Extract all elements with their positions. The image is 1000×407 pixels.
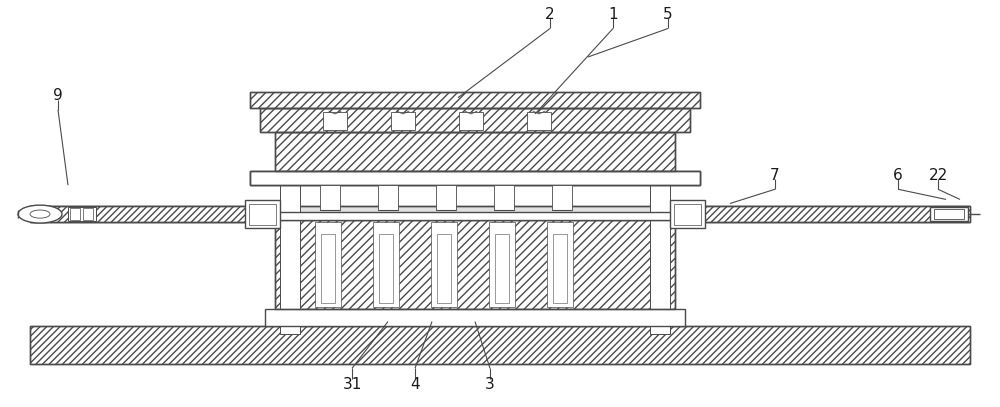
Bar xyxy=(265,309,685,326)
Bar xyxy=(378,185,398,210)
Bar xyxy=(930,207,968,221)
Bar xyxy=(547,222,573,307)
Bar xyxy=(250,171,700,185)
Text: 22: 22 xyxy=(928,168,948,182)
Bar xyxy=(260,108,690,132)
Bar xyxy=(431,222,457,307)
Bar xyxy=(320,185,340,210)
Bar xyxy=(670,200,705,228)
Text: 5: 5 xyxy=(663,7,673,22)
Text: 3: 3 xyxy=(485,377,495,392)
Bar xyxy=(391,112,415,130)
Bar xyxy=(83,208,93,220)
Bar xyxy=(494,185,514,210)
Bar xyxy=(280,122,300,334)
Bar xyxy=(934,209,964,219)
Bar xyxy=(68,207,96,221)
Bar xyxy=(30,326,970,364)
Bar xyxy=(70,208,80,220)
Bar xyxy=(275,220,675,309)
Text: 1: 1 xyxy=(608,7,618,22)
Bar xyxy=(30,326,970,364)
Bar xyxy=(680,206,970,222)
Bar xyxy=(553,234,567,303)
Bar xyxy=(260,212,690,220)
Bar xyxy=(489,222,515,307)
Text: 9: 9 xyxy=(53,88,63,103)
Bar xyxy=(527,112,551,130)
Bar xyxy=(275,132,675,171)
Bar xyxy=(321,234,335,303)
Circle shape xyxy=(18,205,62,223)
Circle shape xyxy=(30,210,50,218)
Bar xyxy=(315,222,341,307)
Bar xyxy=(30,206,970,222)
Bar xyxy=(650,122,670,334)
Bar xyxy=(30,206,290,222)
Bar xyxy=(323,112,347,130)
Bar xyxy=(680,206,970,222)
Bar xyxy=(495,234,509,303)
Bar xyxy=(436,185,456,210)
Text: 2: 2 xyxy=(545,7,555,22)
Text: 31: 31 xyxy=(342,377,362,392)
Bar xyxy=(250,171,700,185)
Bar xyxy=(249,204,276,225)
Bar xyxy=(437,234,451,303)
Text: 4: 4 xyxy=(410,377,420,392)
Bar xyxy=(275,132,675,171)
Bar xyxy=(250,171,700,185)
Bar xyxy=(260,108,690,132)
Bar xyxy=(245,200,280,228)
Bar xyxy=(459,112,483,130)
Bar xyxy=(552,185,572,210)
Text: 6: 6 xyxy=(893,168,903,182)
Bar xyxy=(250,92,700,108)
Bar xyxy=(373,222,399,307)
Bar xyxy=(275,220,675,309)
Text: 7: 7 xyxy=(770,168,780,182)
Bar xyxy=(250,92,700,108)
Bar xyxy=(674,204,701,225)
Bar xyxy=(30,206,290,222)
Bar xyxy=(379,234,393,303)
